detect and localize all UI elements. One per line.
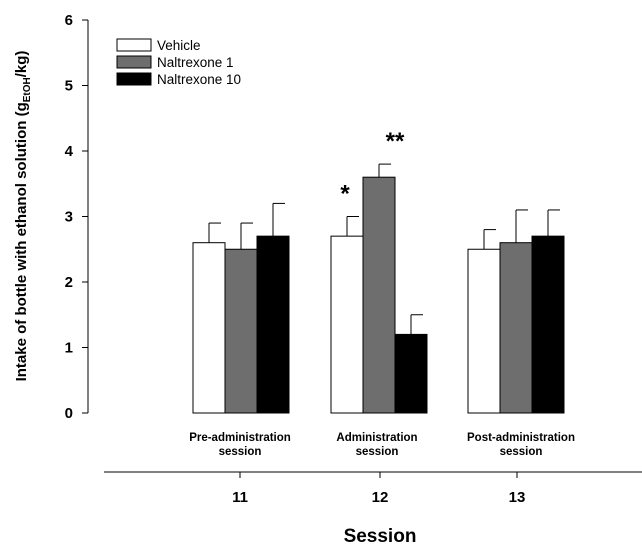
x-tick-label: 13 [509, 489, 526, 506]
session-label-line1: Pre-administration [189, 432, 291, 444]
legend-swatch [116, 72, 152, 86]
x-axis-day-ticks: 11 12 13 [232, 472, 525, 506]
bar [192, 242, 226, 414]
y-tick-label: 0 [65, 405, 73, 422]
bar [224, 248, 258, 414]
y-tick-label: 1 [65, 340, 73, 357]
legend-swatch [116, 38, 152, 52]
legend-label: Naltrexone 1 [157, 55, 234, 70]
session-label-line1: Post-administration [467, 432, 575, 444]
bar [467, 248, 501, 414]
session-label-line2: session [356, 446, 399, 458]
bar-series-group: *** [192, 128, 565, 414]
legend-label: Vehicle [157, 38, 201, 53]
bar [330, 235, 364, 414]
y-axis-ticks: 0 1 2 3 4 5 6 [65, 12, 88, 422]
session-labels: Pre-administration session Administration s… [189, 432, 575, 458]
legend: Vehicle Naltrexone 1 Naltrexone 10 [116, 38, 241, 87]
session-label-line2: session [219, 446, 262, 458]
bar [531, 235, 565, 414]
session-label-line1: Administration [336, 432, 417, 444]
x-axis-label: Session [344, 526, 417, 545]
x-tick-label: 11 [232, 489, 248, 506]
bar [499, 242, 533, 414]
legend-label: Naltrexone 10 [157, 72, 241, 87]
significance-marker: * [340, 181, 350, 208]
y-tick-label: 3 [65, 209, 73, 226]
bar [362, 176, 396, 414]
legend-swatch [116, 55, 152, 69]
y-axis-label: Intake of bottle with ethanol solution (… [13, 51, 33, 382]
x-tick-label: 12 [372, 489, 389, 506]
y-tick-label: 6 [65, 12, 73, 29]
y-tick-label: 5 [65, 78, 73, 95]
significance-marker: ** [386, 128, 405, 155]
bar [394, 333, 428, 414]
bar [256, 235, 290, 414]
y-tick-label: 4 [65, 143, 74, 160]
y-tick-label: 2 [65, 274, 73, 291]
session-label-line2: session [500, 446, 543, 458]
